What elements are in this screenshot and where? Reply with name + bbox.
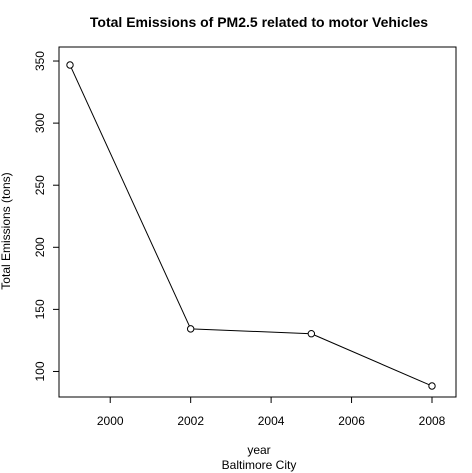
series <box>66 61 436 390</box>
series-line-segment <box>314 334 430 386</box>
data-point <box>428 382 436 390</box>
data-point <box>186 325 195 333</box>
y-tick-label: 100 <box>33 361 47 381</box>
series-line-segment <box>70 67 190 327</box>
y-axis: 100 150 200 250 300 350 <box>33 51 60 381</box>
data-point <box>307 330 316 338</box>
x-tick-label: 2008 <box>419 414 446 428</box>
y-axis-label: Total Emissions (tons) <box>0 172 13 289</box>
y-tick-label: 200 <box>33 237 47 257</box>
y-tick-label: 150 <box>33 299 47 319</box>
x-tick-label: 2006 <box>338 414 365 428</box>
chart-subtitle: Baltimore City <box>222 458 297 472</box>
y-tick-label: 250 <box>33 175 47 195</box>
chart-title: Total Emissions of PM2.5 related to moto… <box>90 14 428 30</box>
x-tick-label: 2002 <box>177 414 204 428</box>
x-axis-label: year <box>247 443 270 457</box>
y-tick-label: 300 <box>33 113 47 133</box>
x-tick-label: 2000 <box>97 414 124 428</box>
x-axis: 2000 2002 2004 2006 2008 <box>97 396 446 428</box>
y-tick-label: 350 <box>33 51 47 71</box>
x-tick-label: 2004 <box>258 414 285 428</box>
data-point <box>66 61 74 69</box>
series-line-segment <box>193 328 309 335</box>
